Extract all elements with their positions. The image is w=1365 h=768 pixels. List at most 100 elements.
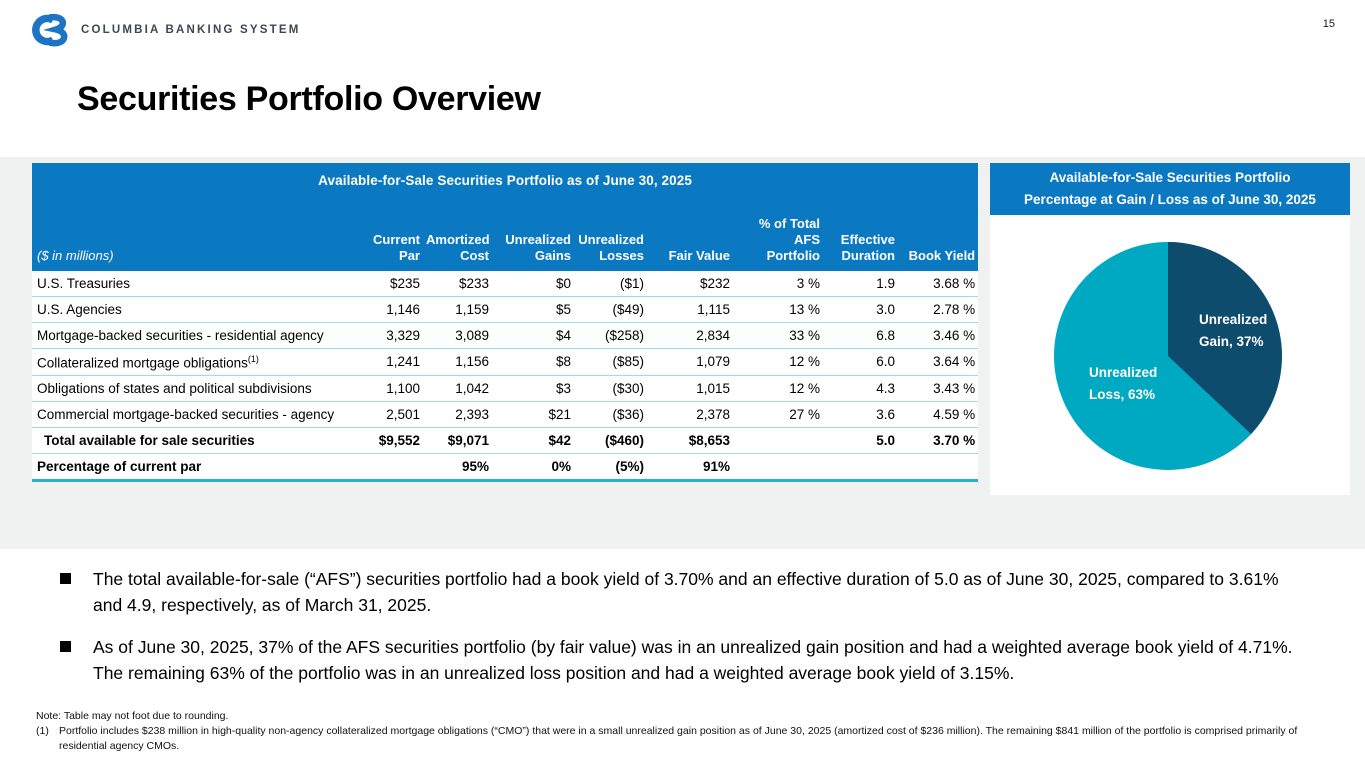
footnotes: Note: Table may not foot due to rounding… bbox=[36, 709, 1336, 753]
table-cell: $8,653 bbox=[647, 427, 733, 455]
table-cell: $233 bbox=[423, 270, 492, 297]
table-cell: ($49) bbox=[574, 296, 647, 323]
col-unrealized-losses: Unrealized Losses bbox=[574, 190, 647, 271]
table-cell: $4 bbox=[492, 322, 574, 349]
table-row: U.S. Treasuries $235 $233 $0 ($1) $232 3 % 1.9 3… bbox=[32, 270, 979, 297]
table-cell: 5.0 bbox=[823, 427, 898, 455]
table-cell: $9,552 bbox=[354, 427, 423, 455]
table-cell bbox=[733, 427, 823, 455]
col-current-par: Current Par bbox=[354, 190, 423, 271]
col-pct-total-afs: % of Total AFS Portfolio bbox=[733, 190, 823, 271]
table-cell: 33 % bbox=[733, 322, 823, 349]
table-header-row: ($ in millions) Current Par Amortized Co… bbox=[32, 190, 979, 271]
row-label: Mortgage-backed securities - residential… bbox=[32, 322, 354, 349]
table-title-row: Available-for-Sale Securities Portfolio … bbox=[32, 163, 979, 190]
table-cell: ($1) bbox=[574, 270, 647, 297]
table-cell: 0% bbox=[492, 453, 574, 483]
table-cell: 4.3 bbox=[823, 375, 898, 403]
table-cell: 1,156 bbox=[423, 348, 492, 377]
table-cell bbox=[354, 453, 423, 483]
table-cell: $235 bbox=[354, 270, 423, 297]
pie-slice-gain bbox=[1168, 242, 1282, 434]
page-number: 15 bbox=[1322, 18, 1335, 30]
pie-header: Available-for-Sale Securities Portfolio … bbox=[990, 163, 1350, 215]
table-cell bbox=[823, 453, 898, 483]
table-cell: 13 % bbox=[733, 296, 823, 323]
bullet-item: The total available-for-sale (“AFS”) sec… bbox=[60, 566, 1298, 619]
pie-panel: Available-for-Sale Securities Portfolio … bbox=[990, 163, 1350, 495]
table-cell: 1.9 bbox=[823, 270, 898, 297]
pie-subtitle: Percentage at Gain / Loss as of June 30,… bbox=[1024, 192, 1316, 207]
pie-title: Available-for-Sale Securities Portfolio bbox=[1049, 170, 1291, 185]
table-cell: ($460) bbox=[574, 427, 647, 455]
footnote-text: Portfolio includes $238 million in high-… bbox=[59, 725, 1298, 752]
logo-text: COLUMBIA BANKING SYSTEM bbox=[81, 24, 301, 36]
table-cell: 91% bbox=[647, 453, 733, 483]
col-effective-duration: Effective Duration bbox=[823, 190, 898, 271]
rounding-note: Note: Table may not foot due to rounding… bbox=[36, 710, 229, 722]
table-cell: 3,089 bbox=[423, 322, 492, 349]
table-cell: 3.46 % bbox=[898, 322, 979, 349]
square-bullet-icon bbox=[60, 640, 71, 652]
table-cell bbox=[733, 453, 823, 483]
table-cell: 1,146 bbox=[354, 296, 423, 323]
table-title: Available-for-Sale Securities Portfolio … bbox=[32, 163, 979, 190]
afs-table-panel: Available-for-Sale Securities Portfolio … bbox=[32, 163, 979, 483]
table-cell: $0 bbox=[492, 270, 574, 297]
table-cell: 3.64 % bbox=[898, 348, 979, 377]
table-cell: 3 % bbox=[733, 270, 823, 297]
footnote-marker: (1) bbox=[36, 725, 49, 738]
table-cell: 2,501 bbox=[354, 401, 423, 429]
pie-label-gain: Unrealized Gain, 37% bbox=[1199, 312, 1268, 349]
table-cell: (5%) bbox=[574, 453, 647, 483]
table-cell: 6.0 bbox=[823, 348, 898, 377]
row-label: U.S. Agencies bbox=[32, 296, 354, 323]
row-label: Commercial mortgage-backed securities - … bbox=[32, 401, 354, 429]
table-cell: 4.59 % bbox=[898, 401, 979, 429]
table-body: U.S. Treasuries $235 $233 $0 ($1) $232 3 % 1.9 3… bbox=[32, 270, 979, 483]
table-row: Total available for sale securities $9,55… bbox=[32, 427, 979, 455]
table-cell: 12 % bbox=[733, 375, 823, 403]
page-title: Securities Portfolio Overview bbox=[77, 80, 541, 118]
row-label: Collateralized mortgage obligations(1) bbox=[32, 348, 354, 377]
col-fair-value: Fair Value bbox=[647, 190, 733, 271]
row-label: Total available for sale securities bbox=[32, 427, 354, 455]
table-cell: 1,241 bbox=[354, 348, 423, 377]
table-cell: $3 bbox=[492, 375, 574, 403]
table-row: Commercial mortgage-backed securities - … bbox=[32, 401, 979, 429]
table-cell: 27 % bbox=[733, 401, 823, 429]
company-logo: COLUMBIA BANKING SYSTEM bbox=[26, 12, 300, 48]
table-cell: 2,834 bbox=[647, 322, 733, 349]
table-cell: 3.70 % bbox=[898, 427, 979, 455]
pie-label-loss: Unrealized Loss, 63% bbox=[1089, 365, 1158, 402]
table-cell bbox=[898, 453, 979, 483]
bullet-text: The total available-for-sale (“AFS”) sec… bbox=[93, 569, 1279, 616]
table-cell: ($30) bbox=[574, 375, 647, 403]
table-cell: 1,015 bbox=[647, 375, 733, 403]
row-label: Obligations of states and political subd… bbox=[32, 375, 354, 403]
col-unrealized-gains: Unrealized Gains bbox=[492, 190, 574, 271]
table-row: Collateralized mortgage obligations(1) 1,… bbox=[32, 348, 979, 377]
unit-label: ($ in millions) bbox=[32, 190, 354, 271]
table-cell: $8 bbox=[492, 348, 574, 377]
square-bullet-icon bbox=[60, 573, 71, 584]
table-cell: $9,071 bbox=[423, 427, 492, 455]
table-cell: 6.8 bbox=[823, 322, 898, 349]
afs-securities-table: Available-for-Sale Securities Portfolio … bbox=[32, 163, 979, 483]
col-book-yield: Book Yield bbox=[898, 190, 979, 271]
table-cell: 1,100 bbox=[354, 375, 423, 403]
table-cell: 3.6 bbox=[823, 401, 898, 429]
table-cell: 2,378 bbox=[647, 401, 733, 429]
table-cell: 1,159 bbox=[423, 296, 492, 323]
table-row: Percentage of current par 95% 0% (5%) 91% bbox=[32, 453, 979, 483]
table-row: Obligations of states and political subd… bbox=[32, 375, 979, 403]
table-cell: 1,042 bbox=[423, 375, 492, 403]
bullet-item: As of June 30, 2025, 37% of the AFS secu… bbox=[60, 634, 1298, 687]
bullet-list: The total available-for-sale (“AFS”) sec… bbox=[60, 566, 1298, 686]
table-cell: 3.43 % bbox=[898, 375, 979, 403]
table-cell: $42 bbox=[492, 427, 574, 455]
row-label: Percentage of current par bbox=[32, 453, 354, 483]
table-cell: 12 % bbox=[733, 348, 823, 377]
table-cell: 3,329 bbox=[354, 322, 423, 349]
table-cell: 95% bbox=[423, 453, 492, 483]
